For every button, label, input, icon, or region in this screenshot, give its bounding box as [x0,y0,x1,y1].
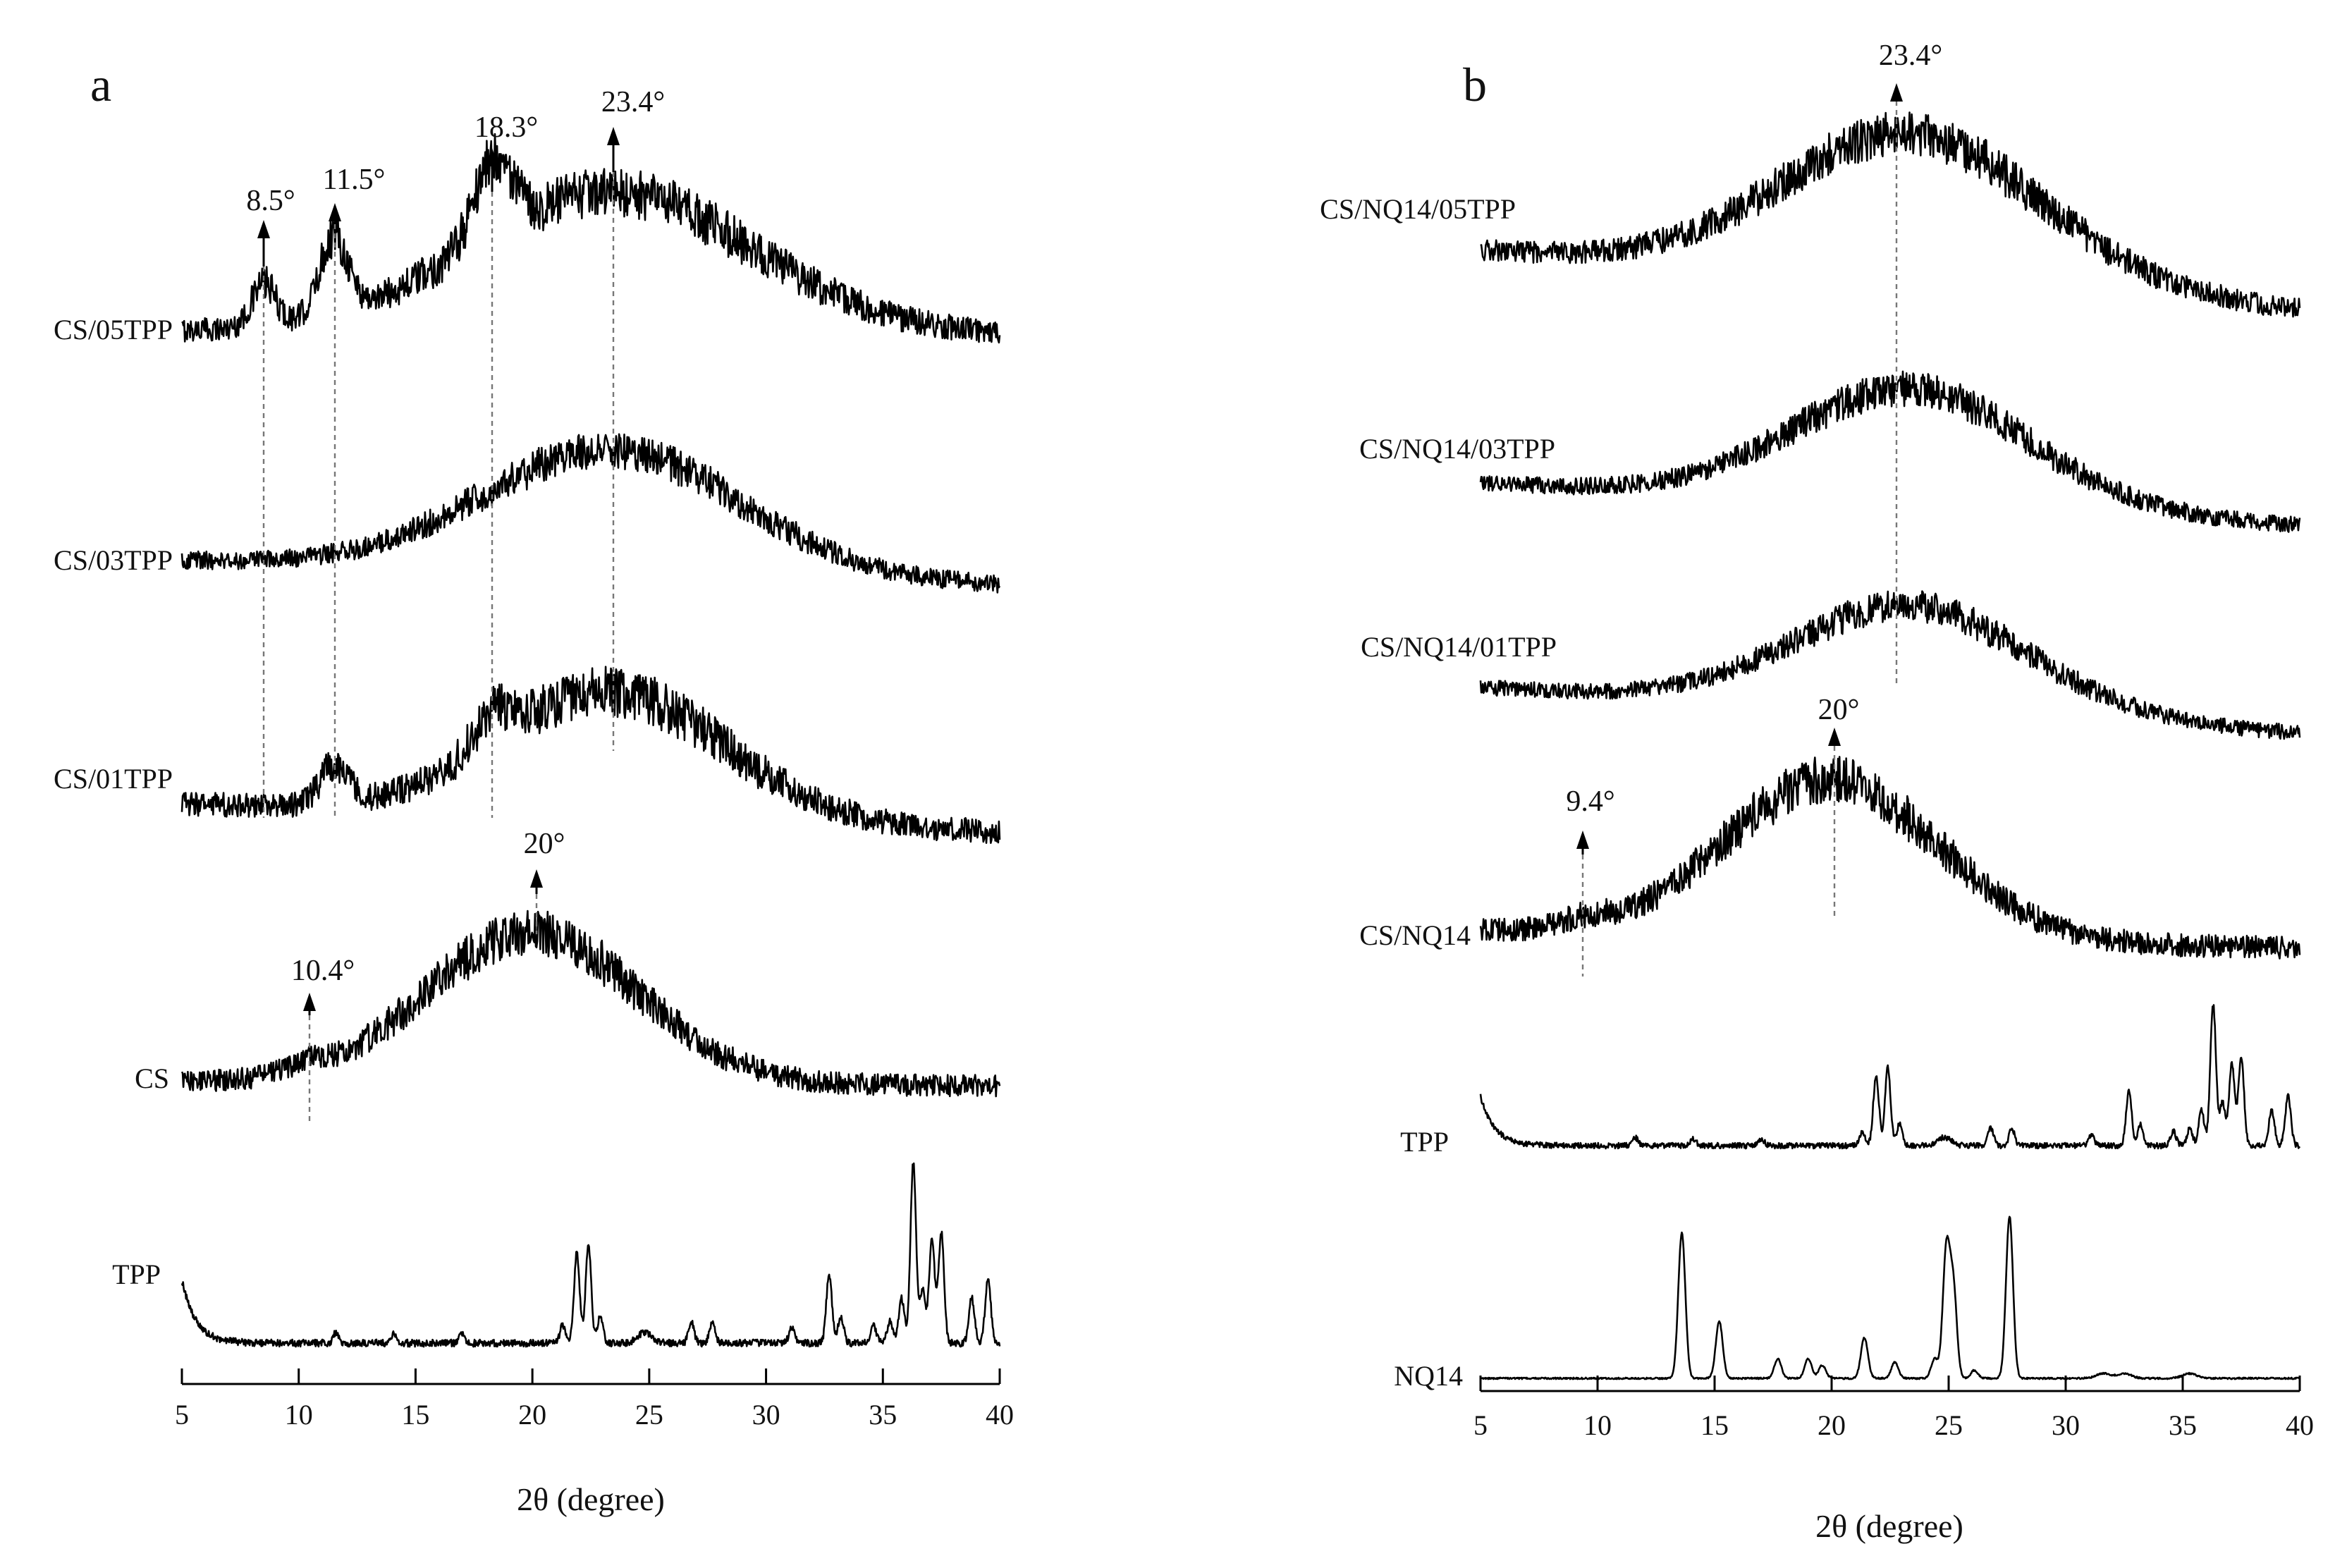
trace-cs-03tpp [180,433,1001,594]
peak-label-9-4: 9.4° [1566,785,1614,818]
x-tick-label-30: 30 [752,1399,780,1431]
panel-b-x-axis: 5 10 15 20 25 30 35 40 2θ (degree) [1473,1376,2314,1544]
panel-b-peak-guides [1581,101,1898,976]
x-tick-label-20: 20 [518,1399,546,1431]
peak-label-11-5: 11.5° [323,164,386,196]
arrow-9-4 [1576,831,1589,855]
x-tick-label-15: 15 [401,1399,429,1431]
x-tick-label-35: 35 [869,1399,897,1431]
x-tick-label-35: 35 [2169,1409,2197,1441]
trace-cs-05tpp [181,133,1001,344]
trace-tpp-a [180,1162,1001,1348]
arrow-23-4 [607,127,620,172]
arrow-8-5 [257,220,270,267]
panel-a-peak-arrows [257,127,620,1015]
x-tick-label-25: 25 [1935,1409,1963,1441]
panel-a-series-labels: CS/05TPP CS/03TPP CS/01TPP CS TPP [54,314,173,1290]
series-label-cs-01tpp: CS/01TPP [54,763,173,795]
panel-b-letter: b [1463,58,1487,111]
x-tick-label-20: 20 [1818,1409,1846,1441]
panel-b-series-labels: CS/NQ14/05TPP CS/NQ14/03TPP CS/NQ14/01TP… [1320,193,1557,1392]
peak-label-8-5: 8.5° [246,185,295,217]
peak-label-23-4-b: 23.4° [1879,39,1942,72]
x-tick-label-10: 10 [1583,1409,1612,1441]
peak-label-10-4: 10.4° [291,955,355,987]
x-tick-label-40: 40 [986,1399,1014,1431]
x-axis-title-b: 2θ (degree) [1815,1508,1963,1544]
arrow-11-5 [329,203,341,224]
peak-label-20-a: 20° [524,828,565,860]
x-tick-label-5: 5 [1473,1409,1488,1441]
trace-tpp-b [1479,1004,2301,1150]
panel-b-peak-arrows [1576,83,1903,855]
series-label-cs-05tpp: CS/05TPP [54,314,173,345]
panel-a-traces [180,133,1001,1348]
x-ticks-a: 5 10 15 20 25 30 35 40 [175,1368,1014,1431]
panel-a-letter: a [90,58,111,111]
panel-a-peak-guides [262,172,615,1121]
series-label-cs-nq14-03tpp: CS/NQ14/03TPP [1359,433,1555,465]
x-axis-title-a: 2θ (degree) [517,1481,665,1517]
panel-b: b CS/NQ14/05TPP CS/NQ14/03TPP CS/NQ14/01… [1320,39,2314,1544]
series-label-tpp-b: TPP [1400,1126,1449,1158]
trace-cs [180,909,1001,1098]
series-label-cs: CS [135,1062,169,1094]
x-tick-label-25: 25 [635,1399,663,1431]
arrow-20-b [1828,728,1841,746]
trace-cs-nq14 [1479,756,2301,960]
panel-b-peak-labels: 23.4° 20° 9.4° [1566,39,1942,818]
trace-cs-nq14-05tpp [1480,111,2301,318]
series-label-cs-nq14-01tpp: CS/NQ14/01TPP [1361,631,1557,663]
x-tick-label-5: 5 [175,1399,189,1431]
arrow-10-4 [303,993,316,1015]
peak-label-20-b: 20° [1818,694,1860,726]
panel-a-x-axis: 5 10 15 20 25 30 35 40 2θ (degree) [175,1368,1014,1517]
trace-cs-nq14-03tpp [1479,370,2301,533]
panel-a: a CS/05TPP CS/03TPP CS/01TPP CS TPP [54,58,1014,1517]
peak-label-18-3: 18.3° [474,111,538,144]
trace-cs-01tpp [180,666,1001,844]
series-label-nq14: NQ14 [1394,1360,1463,1392]
x-tick-label-10: 10 [285,1399,313,1431]
x-tick-label-15: 15 [1700,1409,1729,1441]
series-label-tpp-a: TPP [112,1258,161,1290]
x-ticks-b: 5 10 15 20 25 30 35 40 [1473,1376,2314,1441]
arrow-23-4-b [1890,83,1903,102]
panel-a-peak-labels: 8.5° 11.5° 18.3° 23.4° 20° 10.4° [246,86,665,987]
arrow-18-3 [486,148,498,192]
trace-cs-nq14-01tpp [1479,590,2301,740]
x-tick-label-40: 40 [2286,1409,2314,1441]
x-tick-label-30: 30 [2052,1409,2080,1441]
trace-nq14 [1480,1215,2300,1380]
peak-label-23-4-a: 23.4° [601,86,665,118]
arrow-20-a [530,869,543,894]
panel-b-traces [1479,111,2301,1380]
series-label-cs-nq14-05tpp: CS/NQ14/05TPP [1320,193,1516,225]
series-label-cs-03tpp: CS/03TPP [54,544,173,576]
series-label-cs-nq14: CS/NQ14 [1359,919,1471,951]
